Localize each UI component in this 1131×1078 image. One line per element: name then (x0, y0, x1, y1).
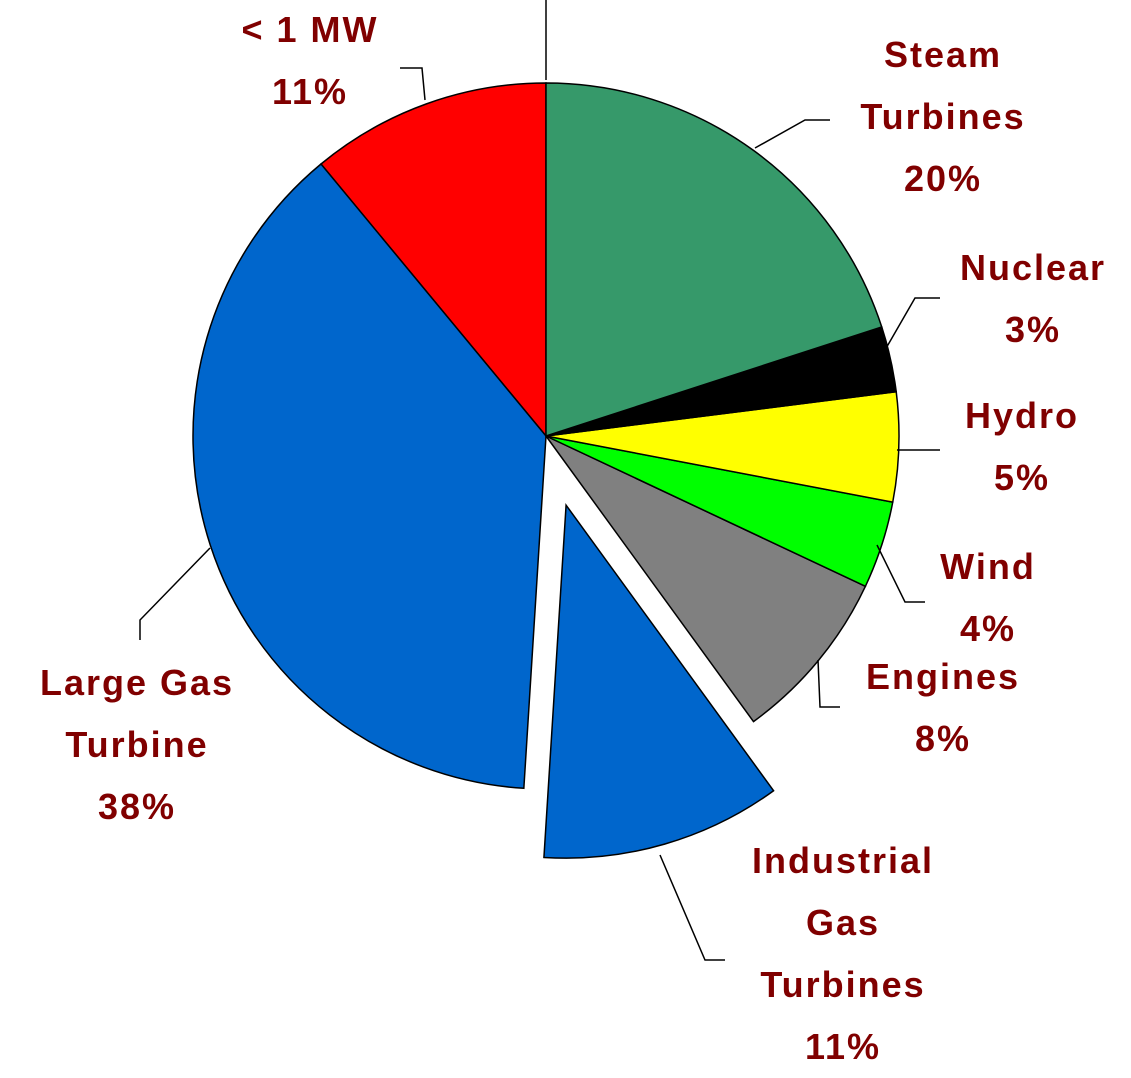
leader-line (659, 854, 725, 961)
slice-label: Steam Turbines 20% (823, 24, 1063, 210)
leader-line (139, 547, 211, 640)
value-label: 4% (959, 608, 1017, 649)
slice-label: Wind 4% (888, 536, 1088, 660)
category-label: Large Gas Turbine (39, 662, 235, 765)
slice-label: Industrial Gas Turbines 11% (723, 830, 963, 1078)
value-label: 11% (804, 1026, 882, 1067)
value-label: 38% (97, 786, 177, 827)
category-label: < 1 MW (241, 9, 379, 50)
category-label: Nuclear (959, 247, 1107, 288)
leader-line (754, 119, 830, 149)
value-label: 11% (271, 71, 349, 112)
pie-slice (192, 162, 547, 790)
slice-label: Engines 8% (833, 646, 1053, 770)
category-label: Wind (940, 546, 1036, 587)
pie-slice (543, 503, 775, 859)
value-label: 5% (993, 457, 1051, 498)
pie-slice (545, 82, 883, 438)
value-label: 20% (903, 158, 983, 199)
leader-line (884, 297, 940, 351)
leader-line (400, 67, 426, 101)
value-label: 8% (914, 718, 972, 759)
category-label: Hydro (964, 395, 1079, 436)
pie-slice (319, 82, 547, 439)
leader-line (876, 544, 925, 603)
slice-label: < 1 MW 11% (200, 0, 420, 123)
category-label: Engines (865, 656, 1021, 697)
slice-label: Nuclear 3% (933, 237, 1131, 361)
slice-label: Hydro 5% (922, 385, 1122, 509)
category-label: Steam Turbines (860, 34, 1026, 137)
leader-line (817, 659, 840, 708)
value-label: 3% (1004, 309, 1062, 350)
category-label: Industrial Gas Turbines (751, 840, 935, 1005)
slice-label: Large Gas Turbine 38% (7, 652, 267, 838)
